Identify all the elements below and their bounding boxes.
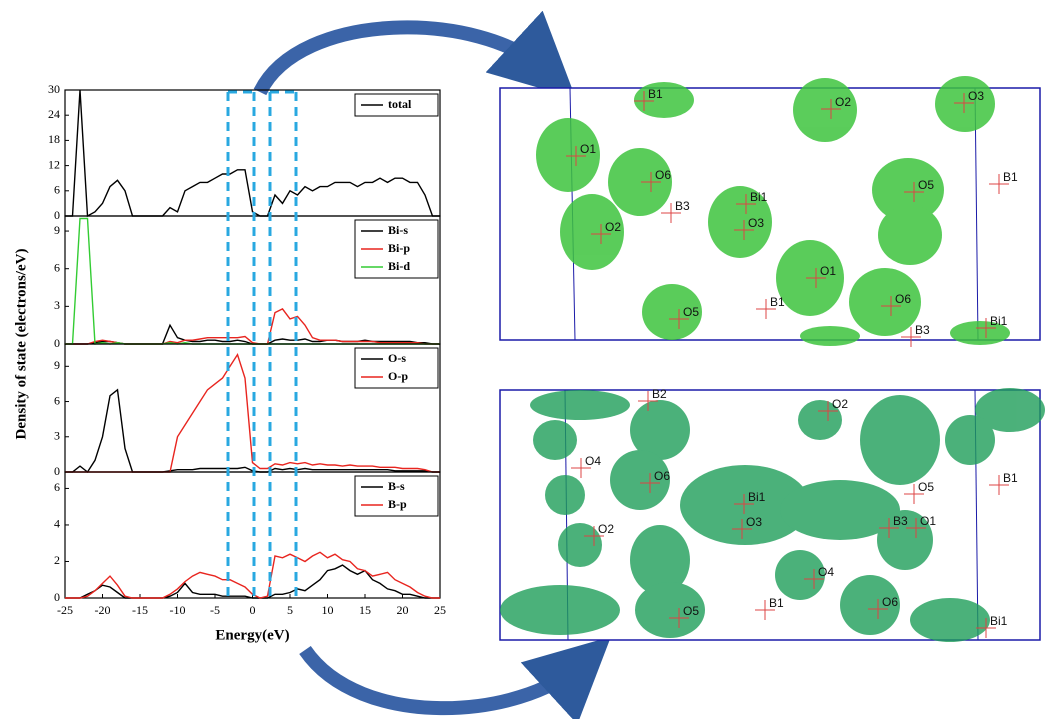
- x-axis-label: Energy(eV): [215, 627, 289, 643]
- y-tick-label: 0: [54, 336, 60, 350]
- y-tick-label: 4: [54, 517, 60, 531]
- highlight-bands: [228, 92, 296, 598]
- atom-label: B3: [915, 323, 930, 337]
- x-tick-label: 5: [287, 603, 293, 617]
- atom-label: B2: [652, 387, 667, 401]
- x-tick-label: 0: [250, 603, 256, 617]
- atom-label: O2: [605, 220, 621, 234]
- legend-label: O-p: [388, 369, 408, 383]
- x-tick-label: 10: [322, 603, 334, 617]
- atom-label: O2: [835, 95, 851, 109]
- atom-label: O3: [748, 216, 764, 230]
- atom-label: B3: [893, 514, 908, 528]
- atom-label: O6: [655, 168, 671, 182]
- atom-label: Bi1: [990, 314, 1008, 328]
- y-tick-label: 6: [54, 480, 60, 494]
- atom-label: Bi1: [750, 190, 768, 204]
- atom-label: O3: [746, 515, 762, 529]
- x-tick-label: -10: [170, 603, 186, 617]
- y-tick-label: 0: [54, 590, 60, 604]
- atom-label: O2: [598, 522, 614, 536]
- atom-label: O4: [818, 565, 834, 579]
- x-tick-label: -15: [132, 603, 148, 617]
- atom-label: O1: [920, 514, 936, 528]
- legend-label: B-p: [388, 497, 407, 511]
- x-tick-label: 25: [434, 603, 446, 617]
- y-axis-label: Density of state (electrons/eV): [13, 249, 29, 440]
- x-tick-label: -25: [57, 603, 73, 617]
- atom-label: B1: [770, 295, 785, 309]
- y-tick-label: 6: [54, 393, 60, 407]
- y-tick-label: 6: [54, 183, 60, 197]
- arrow: [305, 650, 580, 708]
- x-tick-label: -5: [210, 603, 220, 617]
- y-tick-label: 3: [54, 298, 60, 312]
- atom-label: O6: [654, 469, 670, 483]
- atom-label: O5: [683, 604, 699, 618]
- atom-label: B1: [1003, 471, 1018, 485]
- atom-label: O5: [683, 305, 699, 319]
- atom-label: O6: [882, 595, 898, 609]
- arrow: [260, 27, 545, 92]
- structure-top: B1 O2 O3 O1 O6 B3 Bi1 O2 O3 O5 B1 O1 B1 O6 O5 B3 Bi1: [500, 76, 1040, 347]
- y-tick-label: 2: [54, 553, 60, 567]
- y-tick-label: 30: [48, 82, 60, 96]
- legend-label: O-s: [388, 351, 406, 365]
- atom-label: B1: [648, 87, 663, 101]
- atom-label: B3: [675, 199, 690, 213]
- x-tick-label: 15: [359, 603, 371, 617]
- y-tick-label: 24: [48, 107, 60, 121]
- atom-label: O4: [585, 454, 601, 468]
- atom-label: O6: [895, 292, 911, 306]
- y-tick-label: 9: [54, 223, 60, 237]
- atom-label: O3: [968, 89, 984, 103]
- legend-label: Bi-p: [388, 241, 410, 255]
- legend-label: total: [388, 97, 412, 111]
- figure: 0612182430total0369Bi-sBi-pBi-d0369O-sO-…: [0, 0, 1057, 719]
- atom-label: Bi1: [748, 490, 766, 504]
- y-tick-label: 0: [54, 464, 60, 478]
- y-tick-label: 9: [54, 358, 60, 372]
- atom-label: O2: [832, 397, 848, 411]
- x-tick-label: -20: [95, 603, 111, 617]
- atom-label: B1: [769, 596, 784, 610]
- y-tick-label: 3: [54, 429, 60, 443]
- y-tick-label: 0: [54, 208, 60, 222]
- legend-label: Bi-s: [388, 223, 408, 237]
- x-tick-label: 20: [397, 603, 409, 617]
- atom-label: Bi1: [990, 614, 1008, 628]
- legend-label: Bi-d: [388, 259, 410, 273]
- structure-bottom: B2 O2 O4 O6 Bi1 O5 O3 B3 O1 O2 O4 B1 O6 O5 Bi1 B1: [500, 387, 1045, 642]
- y-tick-label: 6: [54, 260, 60, 274]
- atom-label: O1: [820, 264, 836, 278]
- y-tick-label: 12: [48, 157, 60, 171]
- legend-label: B-s: [388, 479, 405, 493]
- atom-label: B1: [1003, 170, 1018, 184]
- y-tick-label: 18: [48, 132, 60, 146]
- atom-label: O5: [918, 178, 934, 192]
- atom-label: O5: [918, 480, 934, 494]
- atom-label: O1: [580, 142, 596, 156]
